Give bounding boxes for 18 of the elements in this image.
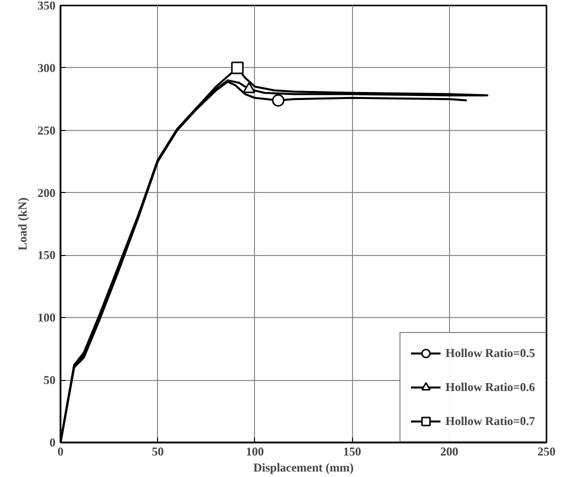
x-tick-label: 100 <box>246 444 264 458</box>
x-tick-label: 150 <box>343 444 362 458</box>
legend-label: Hollow Ratio=0.6 <box>445 380 535 394</box>
x-tick-label: 200 <box>440 444 458 458</box>
y-axis-title: Load (kN) <box>16 197 30 251</box>
y-tick-label: 250 <box>38 123 56 138</box>
y-tick-label: 50 <box>44 373 56 388</box>
x-axis-title: Displacement (mm) <box>253 460 354 474</box>
legend-label: Hollow Ratio=0.5 <box>445 346 535 360</box>
x-tick-label: 250 <box>538 444 556 458</box>
y-tick-label: 300 <box>38 60 56 75</box>
y-tick-label: 100 <box>38 310 56 325</box>
x-tick-label: 50 <box>152 444 164 458</box>
y-tick-label: 0 <box>50 436 56 450</box>
y-tick-label: 150 <box>38 248 56 262</box>
y-tick-label: 200 <box>38 186 56 200</box>
legend-label: Hollow Ratio=0.7 <box>445 414 535 428</box>
y-tick-label: 350 <box>38 0 56 12</box>
